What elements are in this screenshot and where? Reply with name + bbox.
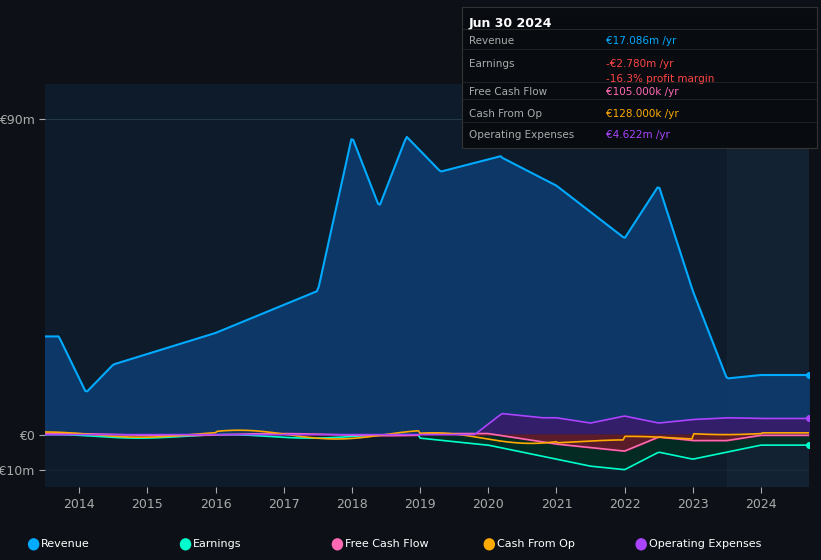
Text: Earnings: Earnings [193, 539, 241, 549]
Bar [727, 84, 809, 487]
Text: Earnings: Earnings [469, 59, 514, 69]
Text: Cash From Op: Cash From Op [469, 109, 542, 119]
Text: Jun 30 2024: Jun 30 2024 [469, 17, 553, 30]
Text: Revenue: Revenue [469, 36, 514, 46]
Ellipse shape [332, 538, 343, 550]
Text: Free Cash Flow: Free Cash Flow [345, 539, 429, 549]
Text: Cash From Op: Cash From Op [497, 539, 575, 549]
Text: €4.622m /yr: €4.622m /yr [606, 130, 670, 141]
Text: Revenue: Revenue [41, 539, 89, 549]
Text: €128.000k /yr: €128.000k /yr [606, 109, 679, 119]
Ellipse shape [635, 538, 647, 550]
Ellipse shape [484, 538, 495, 550]
FancyBboxPatch shape [462, 7, 817, 148]
Text: -16.3% profit margin: -16.3% profit margin [606, 74, 714, 85]
Ellipse shape [180, 538, 191, 550]
Text: -€2.780m /yr: -€2.780m /yr [606, 59, 673, 69]
Text: €105.000k /yr: €105.000k /yr [606, 87, 678, 97]
Text: Free Cash Flow: Free Cash Flow [469, 87, 547, 97]
Text: Operating Expenses: Operating Expenses [469, 130, 574, 141]
Text: €17.086m /yr: €17.086m /yr [606, 36, 677, 46]
Ellipse shape [28, 538, 39, 550]
Text: Operating Expenses: Operating Expenses [649, 539, 761, 549]
